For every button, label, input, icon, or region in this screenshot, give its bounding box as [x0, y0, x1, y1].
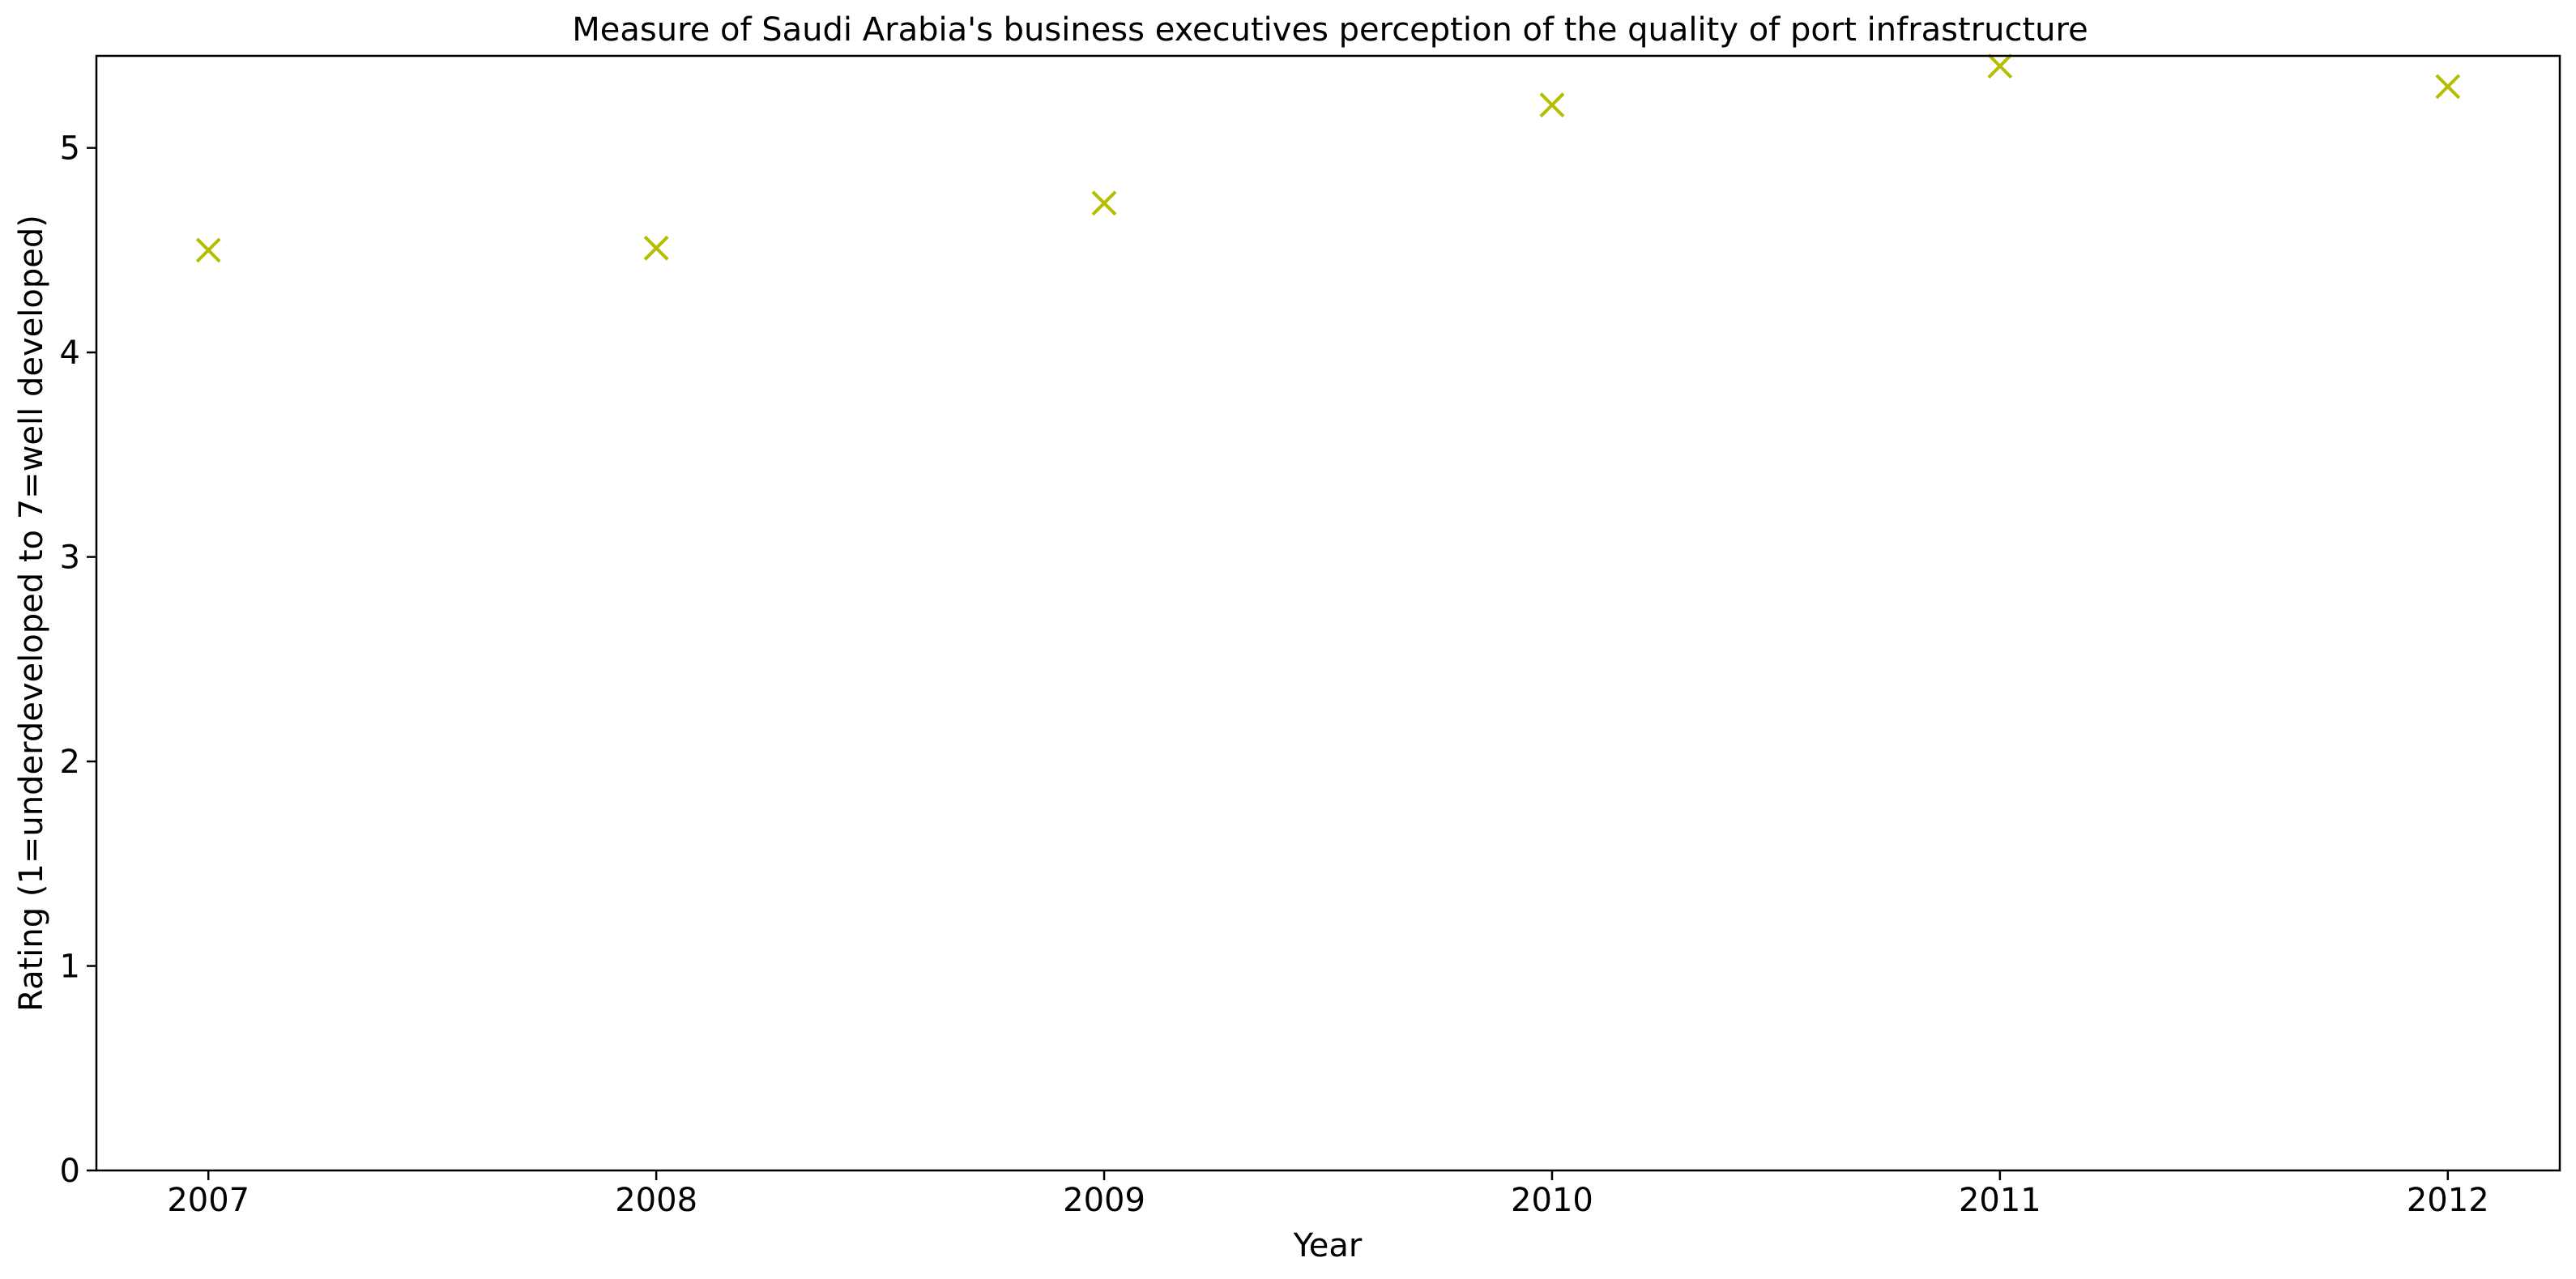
x-tick-label: 2007	[167, 1182, 249, 1219]
data-point-2011	[1987, 53, 2013, 79]
plot-area	[195, 53, 2461, 263]
x-tick-label: 2012	[2407, 1182, 2489, 1219]
marker-stroke	[643, 235, 669, 261]
y-axis: 0 1 2 3 4 5	[60, 130, 96, 1190]
chart-title: Measure of Saudi Arabia's business execu…	[572, 11, 2088, 49]
data-point-2007	[195, 237, 221, 263]
y-tick-label: 1	[60, 949, 80, 986]
data-point-2009	[1091, 190, 1117, 216]
y-tick-label: 3	[60, 539, 80, 577]
data-point-2010	[1539, 92, 1565, 118]
y-tick-label: 0	[60, 1153, 80, 1190]
marker-stroke	[195, 237, 221, 263]
x-axis: 2007 2008 2009 2010 2011 2012	[167, 1170, 2489, 1219]
x-axis-title: Year	[1293, 1227, 1363, 1264]
y-tick-label: 5	[60, 130, 80, 168]
data-point-2008	[643, 235, 669, 261]
x-tick-label: 2010	[1511, 1182, 1593, 1219]
marker-stroke	[1091, 190, 1117, 216]
x-tick-label: 2008	[615, 1182, 697, 1219]
marker-stroke	[1987, 53, 2013, 79]
y-axis-title: Rating (1=underdeveloped to 7=well devel…	[13, 215, 50, 1012]
x-tick-label: 2011	[1959, 1182, 2041, 1219]
marker-stroke	[2435, 74, 2461, 100]
plot-frame	[95, 54, 2561, 1172]
y-tick-label: 2	[60, 744, 80, 781]
y-tick-label: 4	[60, 335, 80, 372]
data-point-2012	[2435, 74, 2461, 100]
marker-stroke	[1539, 92, 1565, 118]
x-tick-label: 2009	[1063, 1182, 1145, 1219]
